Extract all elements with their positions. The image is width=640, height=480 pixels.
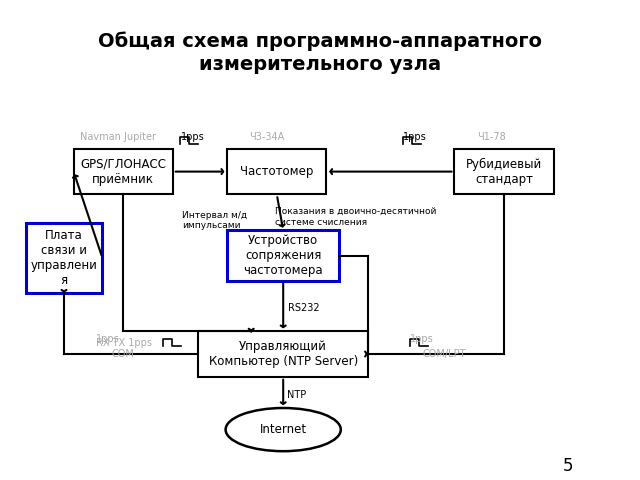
Bar xyxy=(74,149,173,194)
Text: Рубидиевый
стандарт: Рубидиевый стандарт xyxy=(466,157,542,186)
Text: 1pps: 1pps xyxy=(180,132,204,142)
Text: Частотомер: Частотомер xyxy=(240,165,314,178)
Bar xyxy=(227,230,339,281)
Text: 1pps: 1pps xyxy=(403,132,427,142)
Text: 1pps: 1pps xyxy=(96,334,120,344)
Text: измерительного узла: измерительного узла xyxy=(199,55,441,74)
Text: Устройство
сопряжения
частотомера: Устройство сопряжения частотомера xyxy=(243,234,323,277)
Text: COM/LPT: COM/LPT xyxy=(422,349,466,359)
Text: Ч3-34А: Ч3-34А xyxy=(250,132,285,142)
Bar xyxy=(198,331,368,377)
Text: Internet: Internet xyxy=(260,423,307,436)
Bar xyxy=(454,149,554,194)
Text: Управляющий
Компьютер (NTP Server): Управляющий Компьютер (NTP Server) xyxy=(209,340,358,368)
Text: GPS/ГЛОНАСС
приёмник: GPS/ГЛОНАСС приёмник xyxy=(80,157,166,186)
Text: COM: COM xyxy=(112,349,135,359)
Text: Ч1-78: Ч1-78 xyxy=(477,132,506,142)
Text: NTP: NTP xyxy=(287,390,306,399)
Text: 1pps: 1pps xyxy=(410,334,433,344)
Text: 5: 5 xyxy=(563,456,573,475)
Text: RS232: RS232 xyxy=(288,303,319,313)
Text: Плата
связи и
управлени
я: Плата связи и управлени я xyxy=(31,229,97,287)
Text: Navman Jupiter: Navman Jupiter xyxy=(80,132,156,142)
Ellipse shape xyxy=(226,408,340,451)
Bar xyxy=(227,149,326,194)
Bar xyxy=(26,223,102,293)
Text: Показания в двоично-десятичной
системе счисления: Показания в двоично-десятичной системе с… xyxy=(275,207,436,227)
Text: RX TX 1pps: RX TX 1pps xyxy=(96,338,152,348)
Text: Общая схема программно-аппаратного: Общая схема программно-аппаратного xyxy=(98,31,542,50)
Text: Интервал м/д
импульсами: Интервал м/д импульсами xyxy=(182,211,248,230)
